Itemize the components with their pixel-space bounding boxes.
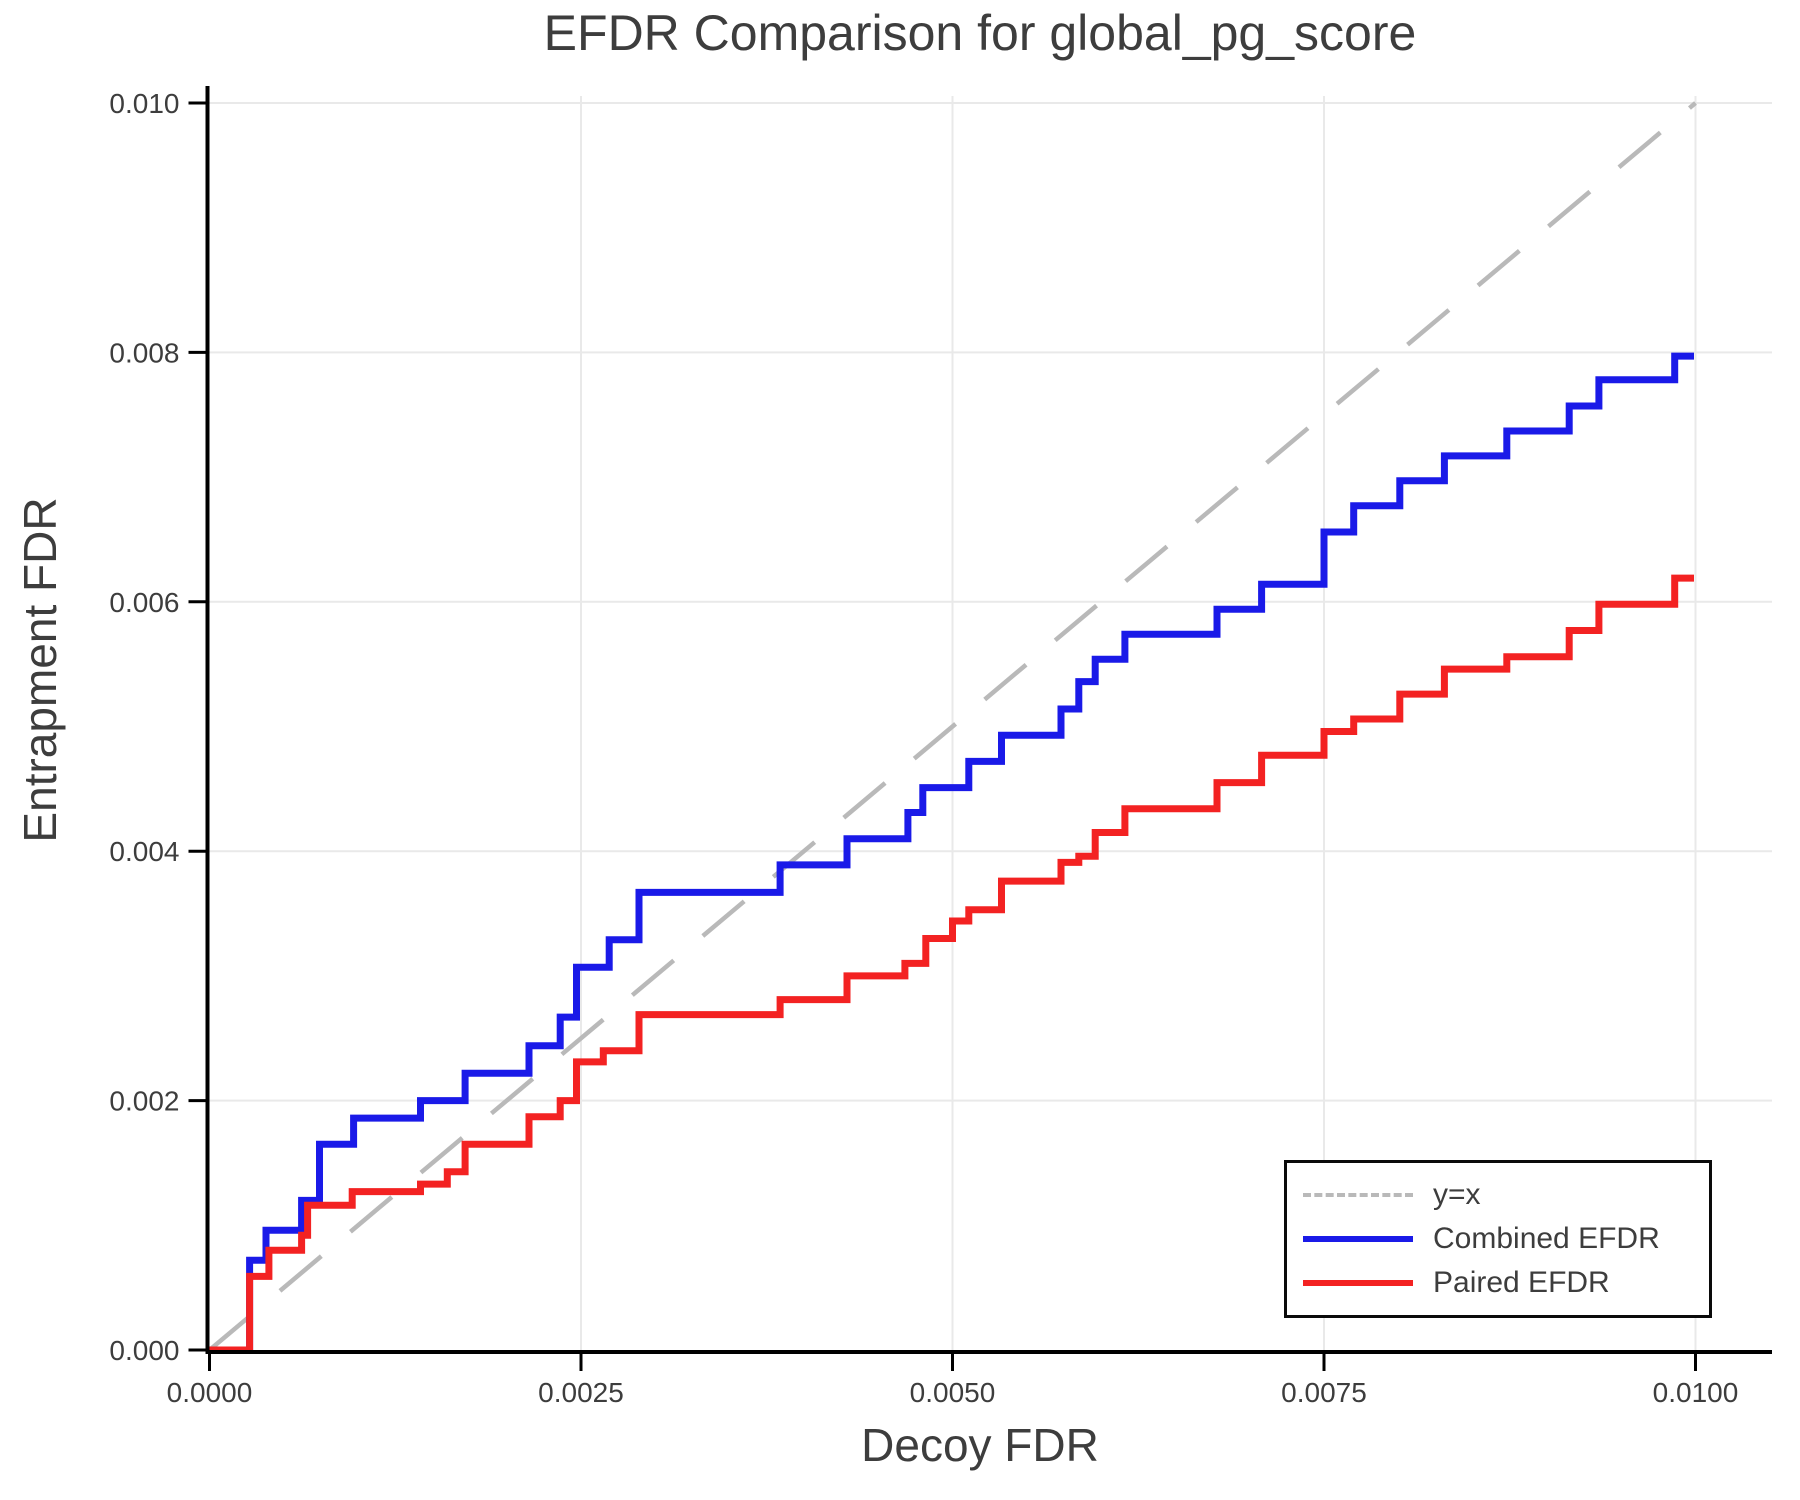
y-tick-label: 0.000 [109,1335,179,1366]
legend-paired-line-sample [1303,1280,1413,1286]
x-tick-label: 0.0100 [1653,1377,1739,1408]
y-tick-label: 0.006 [109,587,179,618]
legend-item-paired-efdr: Paired EFDR [1303,1264,1709,1302]
y-tick-label: 0.010 [109,88,179,119]
x-tick-label: 0.0025 [538,1377,624,1408]
legend-item-yx: y=x [1303,1176,1709,1214]
x-tick-label: 0.0075 [1281,1377,1367,1408]
chart-title: EFDR Comparison for global_pg_score [543,5,1417,61]
legend-label: Combined EFDR [1433,1222,1660,1255]
legend-label: Paired EFDR [1433,1266,1610,1299]
series-line-paired-efdr [209,574,1694,1354]
y-tick-label: 0.008 [109,337,179,368]
series-line-combined-efdr [209,352,1694,1354]
y-axis-label: Entrapment FDR [14,497,66,843]
legend-dashed-line-sample [1303,1193,1413,1197]
legend-combined-line-sample [1303,1236,1413,1242]
x-tick-label: 0.0050 [910,1377,996,1408]
diagonal-reference-line [208,101,1697,1352]
legend: y=x Combined EFDR Paired EFDR [1284,1160,1712,1318]
legend-label: y=x [1433,1178,1481,1211]
x-axis-label: Decoy FDR [861,1419,1099,1471]
x-tick-label: 0.0000 [167,1377,253,1408]
y-tick-label: 0.002 [109,1086,179,1117]
legend-item-combined-efdr: Combined EFDR [1303,1220,1709,1258]
y-tick-label: 0.004 [109,836,179,867]
